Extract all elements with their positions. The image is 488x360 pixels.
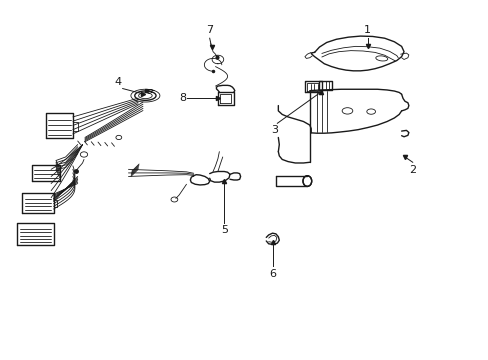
- Text: 1: 1: [364, 25, 370, 35]
- Text: 7: 7: [206, 25, 213, 35]
- Text: 6: 6: [268, 269, 275, 279]
- Text: 8: 8: [179, 94, 186, 103]
- Text: 3: 3: [270, 125, 277, 135]
- Text: 2: 2: [408, 165, 415, 175]
- Text: 5: 5: [220, 225, 227, 235]
- Text: 4: 4: [114, 77, 121, 87]
